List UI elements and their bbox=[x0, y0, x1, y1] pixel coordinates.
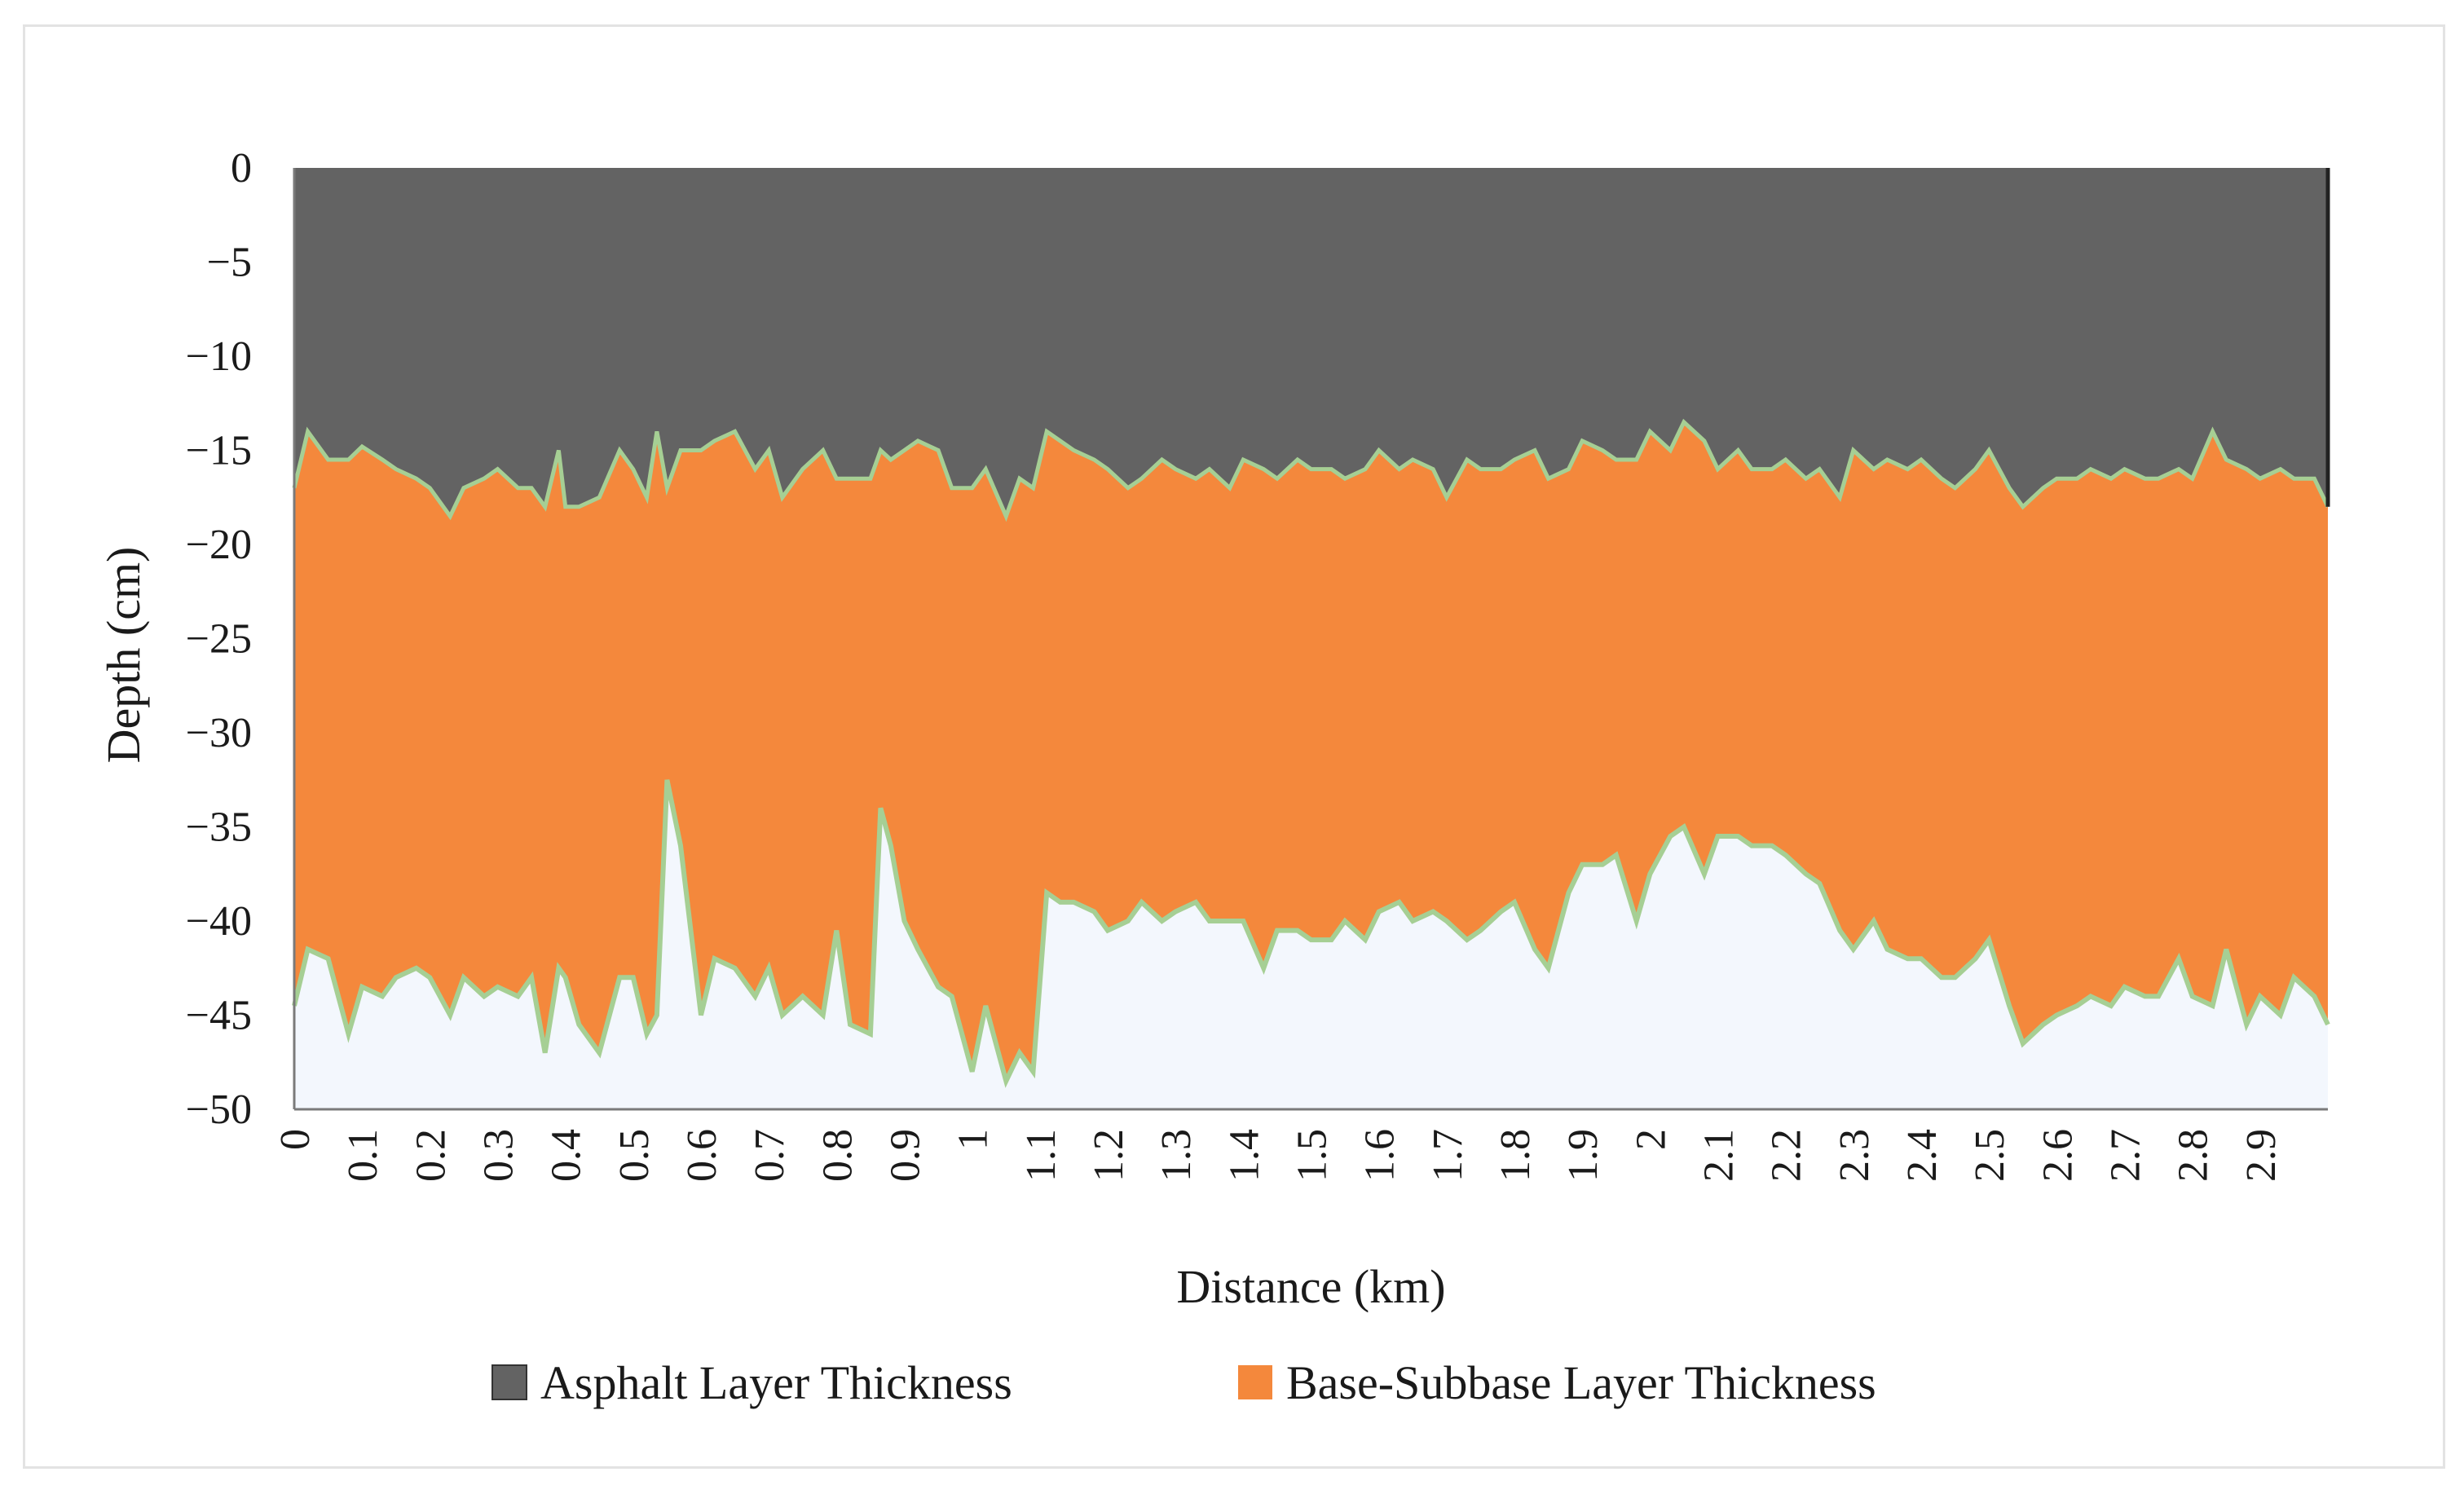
x-tick-label: 1.5 bbox=[1289, 1129, 1336, 1182]
x-tick-label: 1.8 bbox=[1492, 1129, 1539, 1182]
y-tick-label: −35 bbox=[186, 804, 252, 851]
y-axis-title: Depth (cm) bbox=[97, 547, 150, 764]
x-tick-label: 1 bbox=[950, 1129, 997, 1150]
x-tick-label: 2.8 bbox=[2171, 1129, 2217, 1182]
x-tick-label: 1.4 bbox=[1221, 1129, 1267, 1182]
series-area-asphalt bbox=[294, 168, 2328, 517]
depth-profile-chart: 0 −5 −10 −15 −20 −25 −30 −35 −40 −45 −50 0 0.1 0.2 0.… bbox=[97, 145, 2330, 1409]
legend-label-asphalt: Asphalt Layer Thickness bbox=[540, 1356, 1012, 1409]
x-tick-label: 2.9 bbox=[2238, 1129, 2285, 1182]
x-tick-label: 1.7 bbox=[1425, 1129, 1471, 1182]
y-tick-label: −25 bbox=[186, 616, 252, 663]
x-tick-label: 0.7 bbox=[747, 1129, 793, 1182]
x-tick-label: 2.2 bbox=[1764, 1129, 1810, 1182]
y-tick-labels: 0 −5 −10 −15 −20 −25 −30 −35 −40 −45 −50 bbox=[186, 145, 252, 1133]
x-tick-labels: 0 0.1 0.2 0.3 0.4 0.5 0.6 0.7 0.8 0.9 1 1.1 1.2 1.3 1.… bbox=[272, 1129, 2285, 1182]
x-tick-label: 0.4 bbox=[544, 1129, 590, 1182]
x-tick-label: 1.3 bbox=[1153, 1129, 1200, 1182]
y-tick-label: −15 bbox=[186, 428, 252, 474]
x-tick-label: 1.1 bbox=[1018, 1129, 1065, 1182]
x-tick-label: 2.4 bbox=[1899, 1129, 1946, 1182]
x-tick-label: 0.1 bbox=[340, 1129, 386, 1182]
x-tick-label: 0.5 bbox=[611, 1129, 658, 1182]
x-tick-label: 0.9 bbox=[883, 1129, 929, 1182]
legend-swatch-asphalt bbox=[491, 1364, 527, 1400]
x-tick-label: 0.6 bbox=[679, 1129, 725, 1182]
y-tick-label: −45 bbox=[186, 993, 252, 1039]
plot-area bbox=[292, 168, 2330, 1111]
y-tick-label: −50 bbox=[186, 1086, 252, 1133]
series-line-asphalt-interface bbox=[292, 418, 2330, 522]
y-tick-label: −20 bbox=[186, 522, 252, 568]
x-tick-label: 1.9 bbox=[1560, 1129, 1607, 1182]
x-tick-label: 2.7 bbox=[2103, 1129, 2149, 1182]
x-axis-title: Distance (km) bbox=[1176, 1260, 1445, 1313]
y-tick-label: −5 bbox=[207, 240, 252, 286]
x-tick-label: 0.8 bbox=[814, 1129, 861, 1182]
legend-swatch-base-subbase bbox=[1238, 1365, 1272, 1399]
x-tick-label: 0.3 bbox=[476, 1129, 522, 1182]
x-tick-label: 0.2 bbox=[408, 1129, 454, 1182]
x-tick-label: 2 bbox=[1628, 1129, 1674, 1150]
y-tick-label: −40 bbox=[186, 898, 252, 945]
x-tick-label: 1.6 bbox=[1357, 1129, 1404, 1182]
x-tick-label: 1.2 bbox=[1086, 1129, 1132, 1182]
y-tick-label: 0 bbox=[231, 145, 252, 192]
figure-frame: 0 −5 −10 −15 −20 −25 −30 −35 −40 −45 −50 0 0.1 0.2 0.… bbox=[23, 24, 2445, 1469]
x-tick-label: 2.1 bbox=[1696, 1129, 1743, 1182]
series-line-base-interface bbox=[292, 779, 2330, 1088]
x-tick-label: 0 bbox=[272, 1129, 319, 1150]
area-below-base bbox=[294, 779, 2328, 1109]
series-area-base-subbase bbox=[294, 421, 2328, 1082]
x-tick-label: 2.5 bbox=[1967, 1129, 2013, 1182]
legend-label-base-subbase: Base-Subbase Layer Thickness bbox=[1286, 1356, 1876, 1409]
y-tick-label: −10 bbox=[186, 333, 252, 380]
x-tick-label: 2.6 bbox=[2034, 1129, 2081, 1182]
legend: Asphalt Layer Thickness Base-Subbase Lay… bbox=[491, 1356, 1876, 1409]
y-tick-label: −30 bbox=[186, 710, 252, 756]
x-tick-label: 2.3 bbox=[1831, 1129, 1878, 1182]
